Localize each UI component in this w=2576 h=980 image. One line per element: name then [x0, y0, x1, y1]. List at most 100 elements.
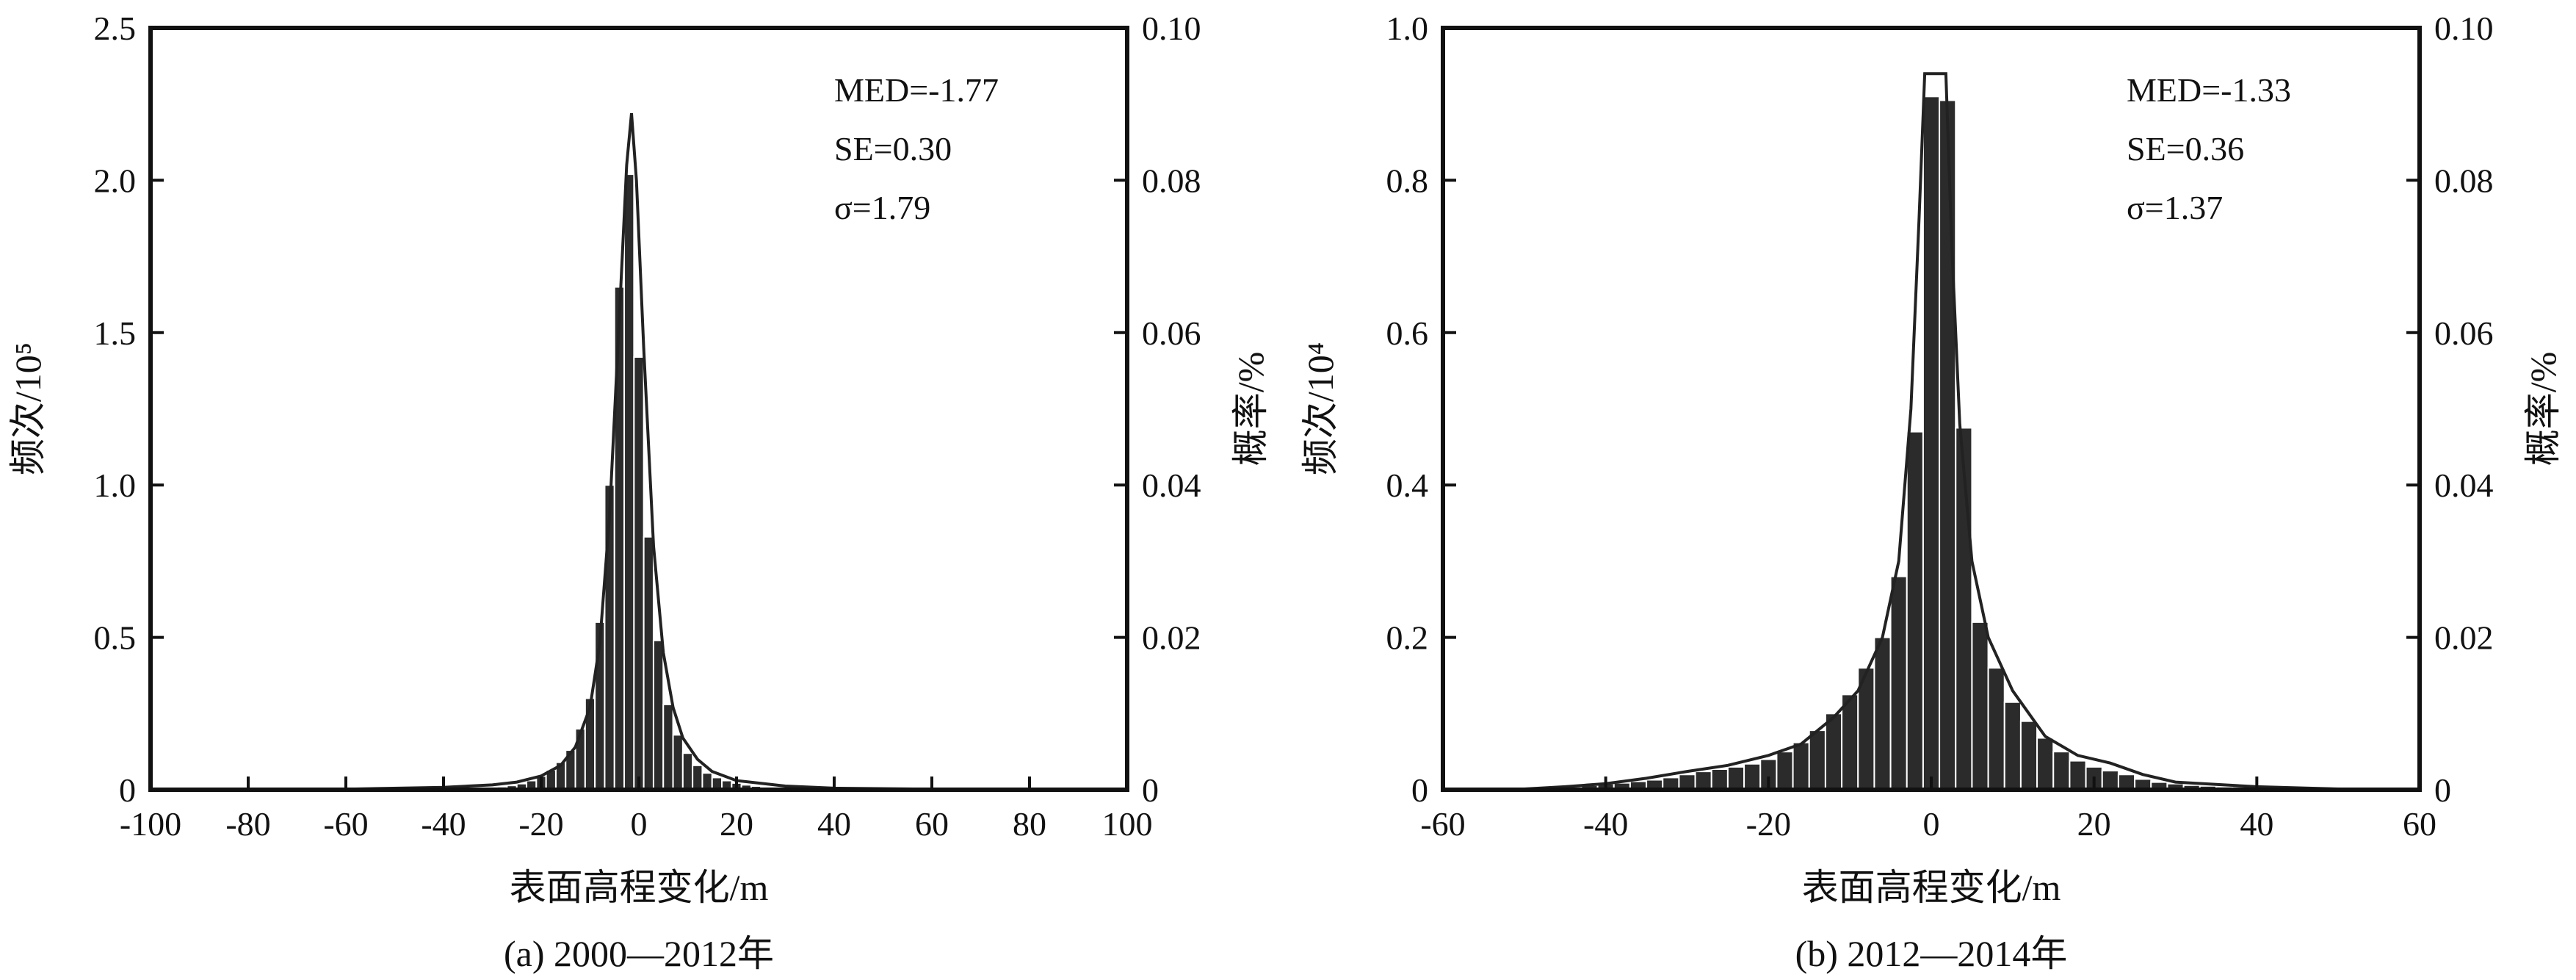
- x-tick-label: 40: [817, 805, 851, 843]
- x-tick-label: -40: [1583, 805, 1628, 843]
- y-right-tick-label: 0.10: [2434, 10, 2494, 47]
- fit-curve: [150, 112, 1128, 791]
- histogram-bar: [2117, 774, 2136, 791]
- x-tick-label: 60: [915, 805, 949, 843]
- stat-se: SE=0.36: [2127, 130, 2244, 167]
- stats-annotation: MED=-1.33 SE=0.36 σ=1.37: [2127, 71, 2291, 226]
- histogram-bar: [1694, 771, 1712, 791]
- y-right-tick-label: 0.06: [1142, 314, 1201, 352]
- y-tick-label: 0: [119, 771, 136, 809]
- stat-sigma: σ=1.37: [2127, 189, 2223, 226]
- y-axis-title-left: 频次/10⁵: [7, 342, 48, 475]
- y-right-tick-label: 0.10: [1142, 10, 1201, 47]
- x-tick-label: -60: [1420, 805, 1465, 843]
- histogram-bar: [672, 734, 684, 790]
- chart-panel-b: -60 -40 -20 0 20 40 6000.20.40.60.81.000.020.0…: [1300, 10, 2564, 974]
- x-tick-label: -80: [225, 805, 270, 843]
- histogram-bar: [1776, 751, 1794, 791]
- histogram-bar: [1971, 621, 1989, 790]
- y-tick-label: 2.0: [94, 162, 137, 199]
- histogram-bars: [1564, 96, 2348, 791]
- x-tick-label: 100: [1102, 805, 1153, 843]
- x-tick-label: -60: [323, 805, 368, 843]
- y-right-tick-label: 0.08: [2434, 162, 2494, 199]
- histogram-bar: [1678, 774, 1696, 791]
- histogram-bar: [1841, 693, 1859, 790]
- histogram-bar: [643, 536, 654, 790]
- histogram-bar: [701, 772, 713, 791]
- histogram-bar: [633, 356, 645, 790]
- y-tick-label: 0.5: [94, 619, 137, 657]
- chart-panel-a: -100 -80 -60 -40 -20 0 20 40 60 80 10000.51.01.52.…: [7, 10, 1271, 974]
- y-right-tick-label: 0.04: [2434, 466, 2494, 504]
- fit-curve-layer: [1442, 72, 2420, 791]
- histogram-bar: [1808, 729, 1826, 791]
- y-tick-label: 2.5: [94, 10, 137, 47]
- x-tick-label: -20: [518, 805, 563, 843]
- histogram-bar: [2069, 760, 2087, 790]
- x-tick-label: 0: [1923, 805, 1940, 843]
- x-tick-label: 20: [720, 805, 753, 843]
- y-right-tick-label: 0.02: [1142, 619, 1201, 657]
- histogram-bar: [1824, 713, 1843, 790]
- x-tick-label: -20: [1746, 805, 1791, 843]
- x-axis-title: 表面高程变化/m: [1802, 867, 2061, 908]
- stat-med: MED=-1.77: [834, 71, 999, 109]
- histogram-bar: [692, 764, 703, 791]
- y-right-tick-label: 0.06: [2434, 314, 2494, 352]
- y-right-tick-label: 0.04: [1142, 466, 1201, 504]
- histogram-bar: [1710, 768, 1729, 790]
- y-tick-label: 1.5: [94, 314, 137, 352]
- y-tick-label: 0: [1411, 771, 1428, 809]
- x-tick-label: 60: [2403, 805, 2436, 843]
- axis-ticks: -60 -40 -20 0 20 40 6000.20.40.60.81.000.020.0…: [1386, 10, 2494, 843]
- fit-curve-layer: [150, 112, 1128, 791]
- stat-sigma: σ=1.79: [834, 189, 930, 226]
- x-tick-label: 20: [2077, 805, 2111, 843]
- x-tick-label: 0: [631, 805, 648, 843]
- y-right-tick-label: 0.08: [1142, 162, 1201, 199]
- histogram-bars: [438, 173, 831, 791]
- histogram-bar: [652, 639, 665, 790]
- y-tick-label: 1.0: [1386, 10, 1429, 47]
- histogram-bar: [1726, 765, 1745, 791]
- panel-caption: (b) 2012—2014年: [1795, 933, 2068, 974]
- x-tick-label: 40: [2240, 805, 2273, 843]
- stat-se: SE=0.30: [834, 130, 952, 167]
- y-right-tick-label: 0: [2434, 771, 2451, 809]
- histogram-bar: [2036, 737, 2055, 791]
- histogram-bar: [1873, 636, 1892, 790]
- histogram-bar: [1792, 741, 1810, 790]
- y-axis-title-left: 频次/10⁴: [1300, 342, 1341, 475]
- histogram-bar: [681, 752, 694, 790]
- plot-frame: [1441, 26, 2422, 792]
- fit-curve: [1442, 72, 2420, 791]
- histogram-bar: [2052, 751, 2071, 791]
- histogram-bar: [584, 697, 596, 790]
- y-tick-label: 1.0: [94, 466, 137, 504]
- histogram-bar: [1922, 96, 1941, 790]
- histogram-bar: [1889, 575, 1908, 790]
- y-right-tick-label: 0: [1142, 771, 1159, 809]
- plot-frame: [148, 26, 1129, 792]
- stats-annotation: MED=-1.77 SE=0.30 σ=1.79: [834, 71, 999, 226]
- y-tick-label: 0.8: [1386, 162, 1429, 199]
- x-tick-label: -100: [120, 805, 181, 843]
- y-tick-label: 0.4: [1386, 466, 1429, 504]
- histogram-bar: [1906, 430, 1924, 790]
- x-axis-title: 表面高程变化/m: [510, 867, 769, 908]
- y-tick-label: 0.2: [1386, 619, 1429, 657]
- y-tick-label: 0.6: [1386, 314, 1429, 352]
- y-right-tick-label: 0.02: [2434, 619, 2494, 657]
- histogram-bar: [2003, 701, 2022, 790]
- histogram-bar: [1939, 99, 1957, 790]
- panel-caption: (a) 2000—2012年: [504, 933, 774, 974]
- histogram-bar: [662, 703, 674, 791]
- y-axis-title-right: 概率/%: [1230, 352, 1271, 466]
- y-axis-title-right: 概率/%: [2522, 352, 2564, 466]
- x-tick-label: 80: [1013, 805, 1046, 843]
- stat-med: MED=-1.33: [2127, 71, 2291, 109]
- histogram-bar: [1743, 763, 1762, 790]
- x-tick-label: -40: [421, 805, 466, 843]
